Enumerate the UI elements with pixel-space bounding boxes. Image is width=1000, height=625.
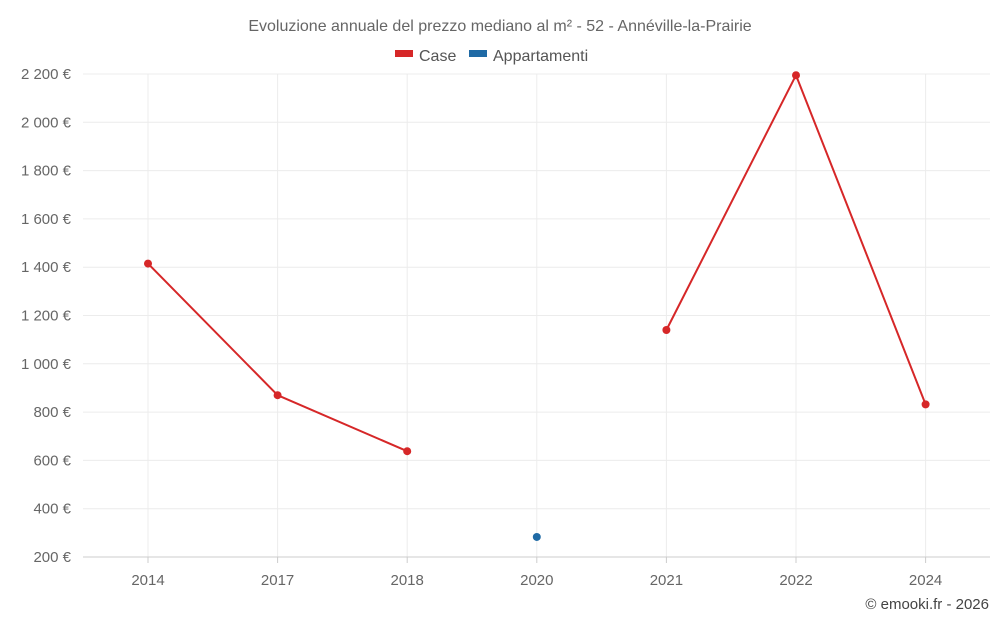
x-tick-label: 2022 <box>779 572 812 589</box>
legend-label-case[interactable]: Case <box>419 48 456 65</box>
data-point-case[interactable] <box>662 325 671 334</box>
x-tick-label: 2020 <box>520 572 553 589</box>
x-tick-label: 2017 <box>261 572 294 589</box>
y-tick-label: 2 000 € <box>21 114 72 131</box>
chart-title: Evoluzione annuale del prezzo mediano al… <box>248 18 751 35</box>
y-tick-label: 400 € <box>33 501 71 518</box>
data-point-case[interactable] <box>792 71 800 80</box>
data-point-case[interactable] <box>921 400 930 409</box>
y-axis-ticks: 200 € 400 € 600 € 800 € 1 000 € 1 200 € 1 400 … <box>21 66 72 566</box>
y-tick-label: 200 € <box>33 549 71 566</box>
legend-label-appartamenti[interactable]: Appartamenti <box>493 48 588 65</box>
y-tick-label: 1 000 € <box>21 356 72 373</box>
y-tick-label: 1 400 € <box>21 259 72 276</box>
data-point-case[interactable] <box>403 447 412 456</box>
y-tick-label: 1 200 € <box>21 308 72 325</box>
x-tick-label: 2018 <box>391 572 424 589</box>
data-point-case[interactable] <box>144 259 152 268</box>
y-tick-label: 800 € <box>33 404 71 421</box>
x-tick-label: 2024 <box>909 572 942 589</box>
data-point-appartamenti[interactable] <box>532 532 541 541</box>
data-point-case[interactable] <box>273 391 282 400</box>
y-tick-label: 1 600 € <box>21 211 72 228</box>
series-layer <box>144 71 930 541</box>
x-tick-label: 2021 <box>650 572 683 589</box>
legend: Case Appartamenti <box>395 48 588 65</box>
x-gridlines <box>147 74 927 557</box>
x-tick-label: 2014 <box>131 572 164 589</box>
y-tick-label: 2 200 € <box>21 66 72 83</box>
y-tick-label: 1 800 € <box>21 163 72 180</box>
legend-swatch-case <box>395 50 413 57</box>
series-line-case <box>147 262 279 397</box>
series-line-case <box>795 74 927 406</box>
series-line-case <box>276 394 409 453</box>
legend-swatch-appartamenti <box>469 50 487 57</box>
y-tick-label: 600 € <box>33 452 71 469</box>
credit-text: © emooki.fr - 2026 <box>865 596 989 613</box>
x-axis-ticks: 2014 2017 2018 2020 2021 2022 2024 <box>131 557 942 589</box>
series-line-case <box>665 74 797 331</box>
